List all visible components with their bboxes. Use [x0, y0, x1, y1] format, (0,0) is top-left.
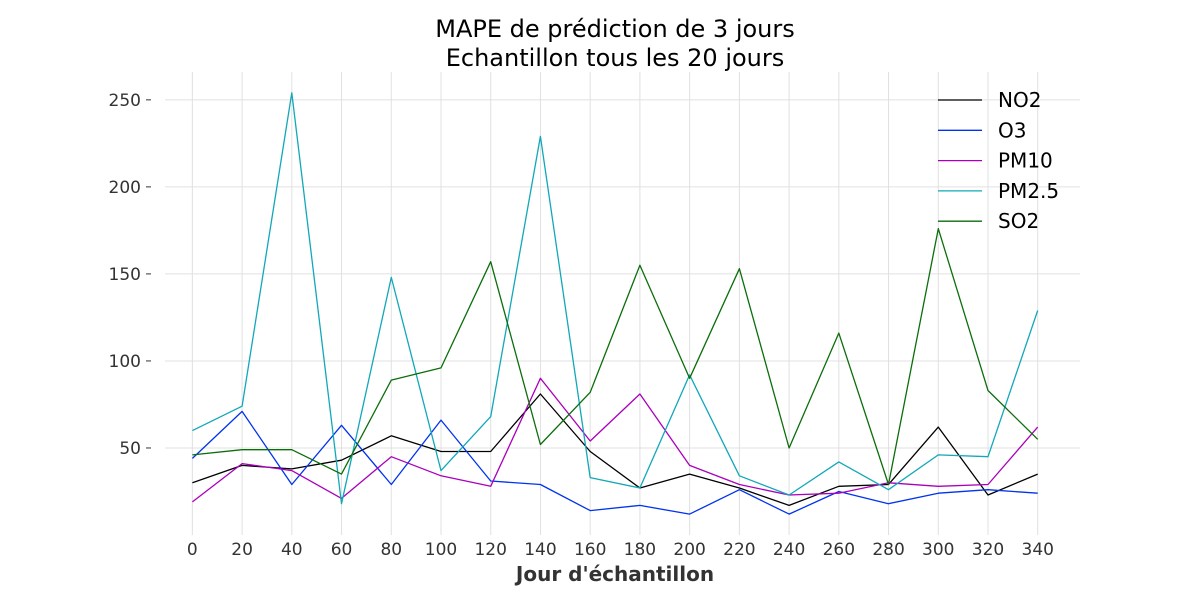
chart-subtitle: Echantillon tous les 20 jours [446, 44, 785, 72]
y-tick-label: 250 [109, 91, 141, 111]
x-tick-label: 0 [187, 540, 198, 560]
legend-label: NO2 [998, 88, 1041, 112]
x-tick-label: 220 [723, 540, 755, 560]
x-tick-label: 80 [380, 540, 402, 560]
plot-area [191, 92, 1039, 515]
legend-label: SO2 [998, 209, 1039, 233]
y-tick-label: 50 [119, 439, 141, 459]
chart-title: MAPE de prédiction de 3 jours [435, 15, 795, 43]
x-tick-label: 40 [281, 540, 303, 560]
y-tick-label: 150 [109, 265, 141, 285]
legend-label: PM2.5 [998, 179, 1059, 203]
legend-label: O3 [998, 118, 1026, 142]
x-tick-label: 120 [474, 540, 506, 560]
x-tick-label: 260 [823, 540, 855, 560]
x-tick-label: 280 [872, 540, 904, 560]
x-axis-label: Jour d'échantillon [514, 562, 714, 586]
x-tick-label: 20 [231, 540, 253, 560]
x-tick-label: 60 [331, 540, 353, 560]
x-tick-label: 160 [574, 540, 606, 560]
series-line-pm2-5 [192, 92, 1039, 505]
legend-label: PM10 [998, 149, 1053, 173]
x-tick-label: 180 [624, 540, 656, 560]
x-tick-label: 340 [1022, 540, 1054, 560]
series-line-no2 [192, 393, 1038, 507]
grid [165, 72, 1080, 535]
y-tick-label: 200 [109, 178, 141, 198]
x-tick-label: 200 [673, 540, 705, 560]
x-tick-label: 240 [773, 540, 805, 560]
legend: NO2 O3 PM10 PM2.5 SO2 [938, 88, 1059, 233]
x-tick-label: 140 [524, 540, 556, 560]
y-tick-label: 100 [109, 352, 141, 372]
x-tick-label: 300 [922, 540, 954, 560]
x-tick-label: 100 [425, 540, 457, 560]
axis-ticks: 0 20 40 60 80 100 120 140 160 180 200 220 240 260 280 3… [109, 91, 1054, 560]
series-line-so2 [192, 228, 1039, 486]
x-tick-label: 320 [972, 540, 1004, 560]
